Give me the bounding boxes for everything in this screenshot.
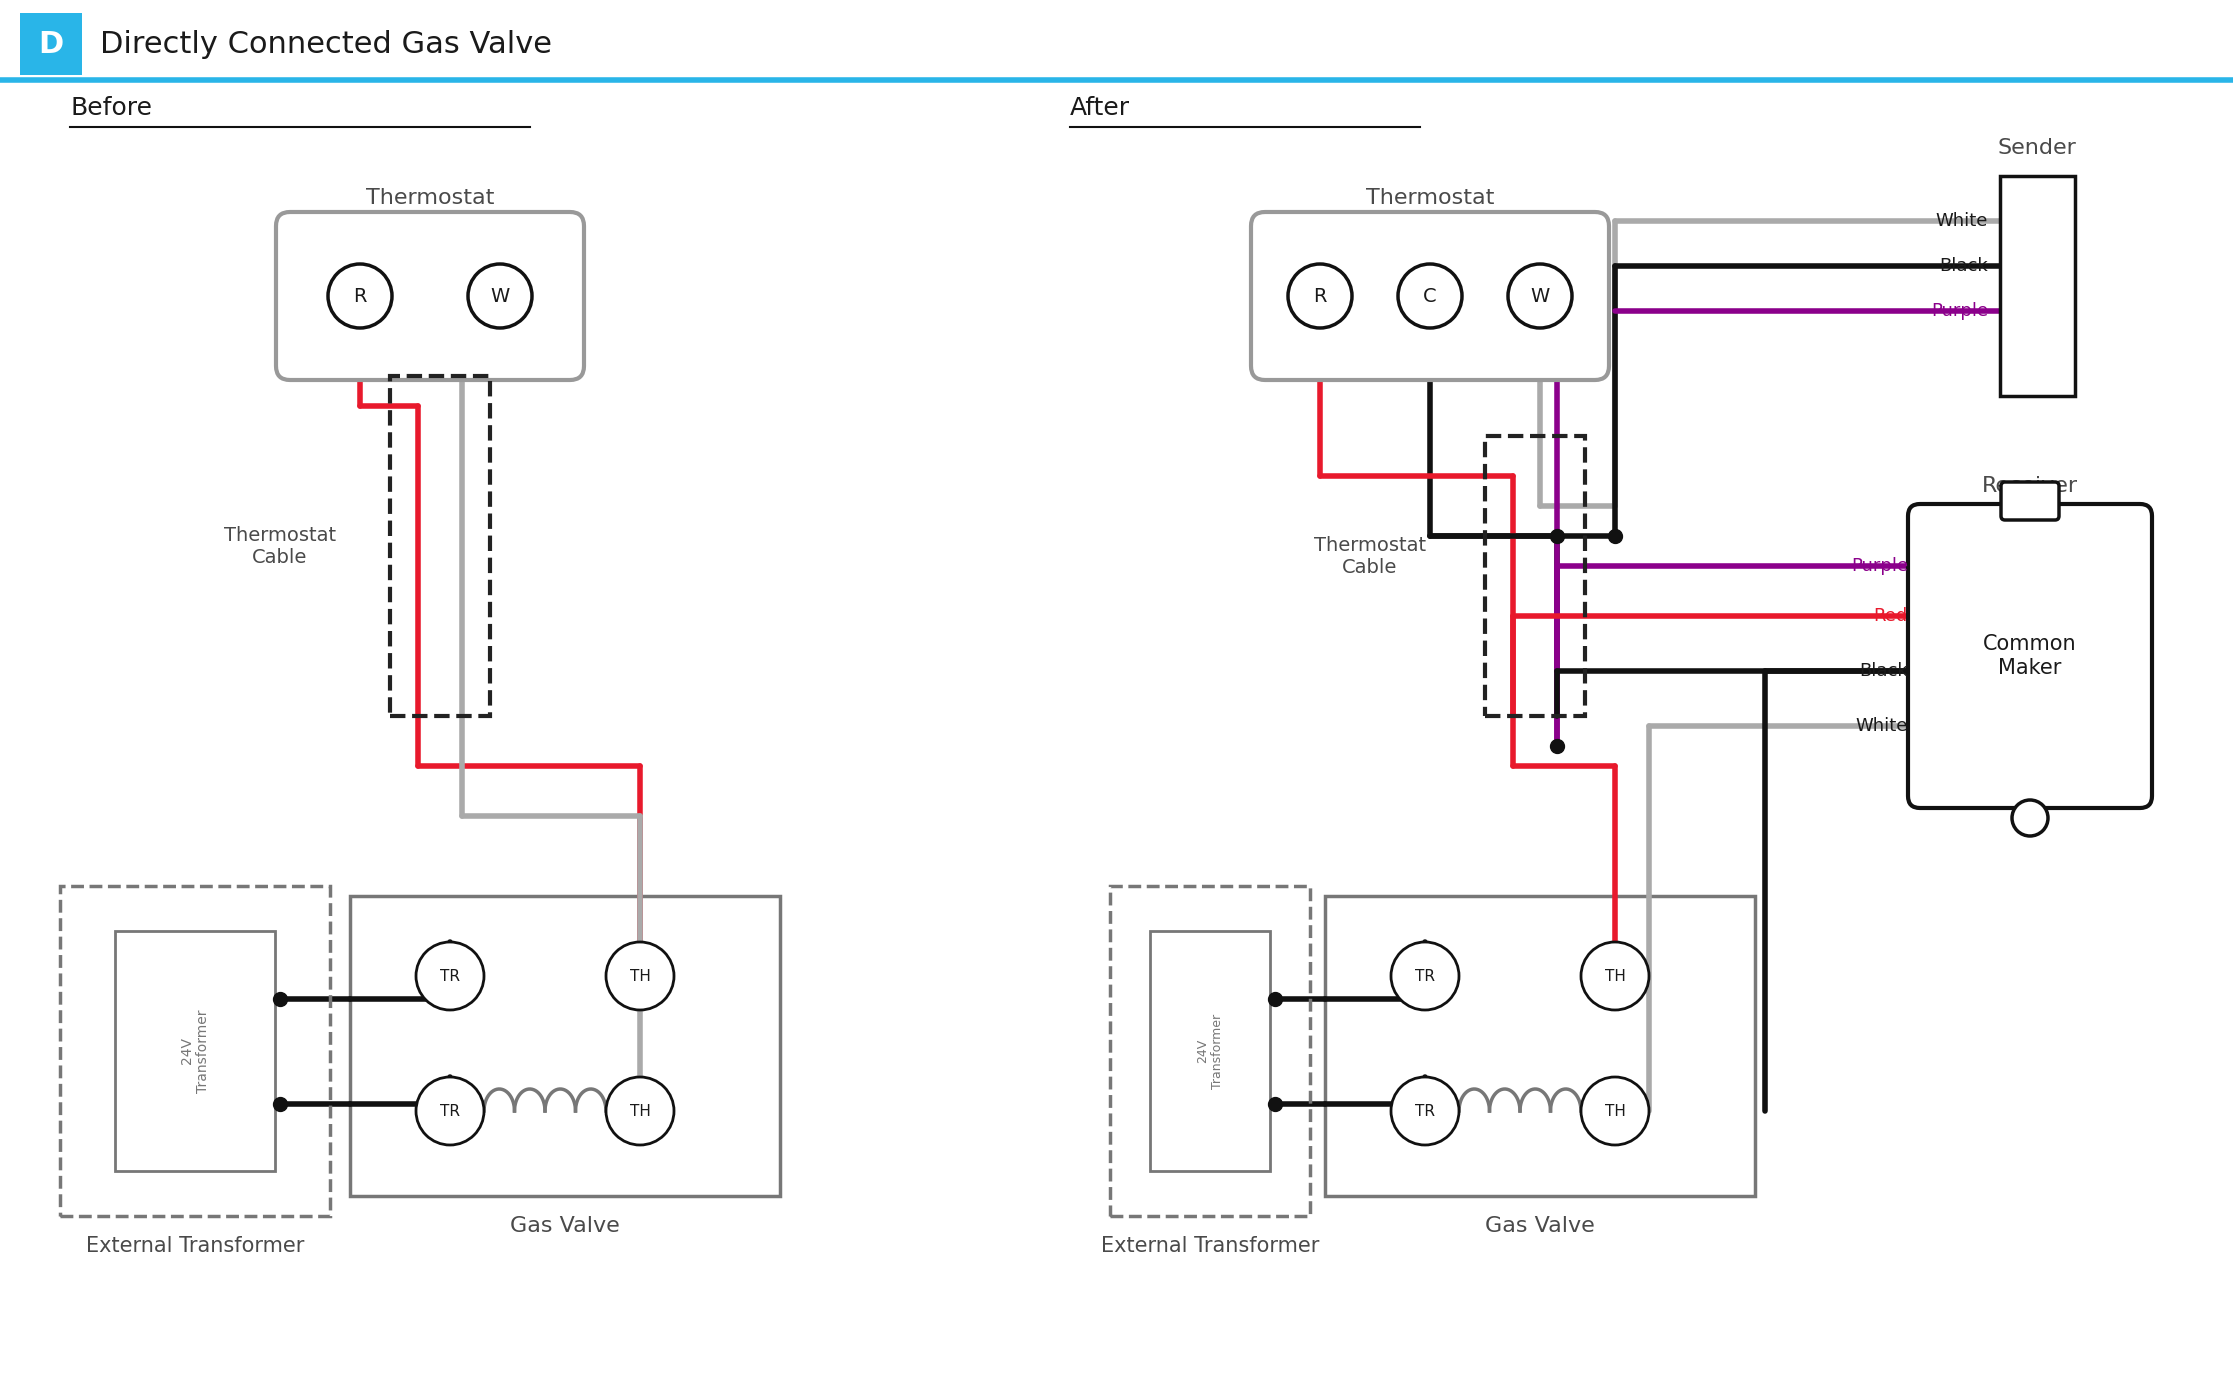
FancyBboxPatch shape (2001, 176, 2074, 396)
Text: TR: TR (1416, 1104, 1436, 1119)
Text: Black: Black (1860, 662, 1907, 680)
Text: TH: TH (630, 969, 650, 984)
Text: 24V
Transformer: 24V Transformer (181, 1009, 210, 1093)
Circle shape (415, 1077, 485, 1145)
Circle shape (1288, 264, 1351, 327)
Text: Red: Red (1873, 607, 1907, 625)
Text: Gas Valve: Gas Valve (509, 1216, 621, 1236)
Circle shape (415, 943, 485, 1010)
Text: TH: TH (630, 1104, 650, 1119)
Text: Receiver: Receiver (1983, 476, 2079, 495)
Text: Thermostat: Thermostat (1367, 189, 1494, 208)
Text: External Transformer: External Transformer (85, 1236, 304, 1256)
FancyBboxPatch shape (1150, 932, 1271, 1171)
Text: Thermostat: Thermostat (366, 189, 493, 208)
Text: After: After (1070, 96, 1130, 120)
Circle shape (1398, 264, 1463, 327)
Text: Black: Black (1938, 257, 1987, 275)
Circle shape (328, 264, 393, 327)
FancyBboxPatch shape (1907, 504, 2153, 808)
Text: White: White (1936, 212, 1987, 230)
FancyBboxPatch shape (20, 12, 83, 76)
Circle shape (1391, 1077, 1458, 1145)
Text: Common
Maker: Common Maker (1983, 634, 2077, 677)
Text: C: C (1422, 286, 1436, 305)
FancyBboxPatch shape (1250, 212, 1610, 380)
Text: 24V
Transformer: 24V Transformer (1197, 1014, 1224, 1088)
Text: R: R (353, 286, 366, 305)
Text: W: W (1530, 286, 1550, 305)
Text: Gas Valve: Gas Valve (1485, 1216, 1594, 1236)
Text: Thermostat
Cable: Thermostat Cable (223, 526, 335, 567)
FancyBboxPatch shape (351, 896, 779, 1196)
Text: External Transformer: External Transformer (1101, 1236, 1320, 1256)
Circle shape (469, 264, 531, 327)
Text: Purple: Purple (1932, 301, 1987, 321)
FancyBboxPatch shape (1324, 896, 1755, 1196)
Text: Directly Connected Gas Valve: Directly Connected Gas Valve (100, 29, 552, 59)
Text: TR: TR (440, 969, 460, 984)
Circle shape (1507, 264, 1572, 327)
FancyBboxPatch shape (277, 212, 585, 380)
Text: Sender: Sender (1999, 138, 2077, 158)
FancyBboxPatch shape (116, 932, 275, 1171)
Text: R: R (1313, 286, 1326, 305)
Circle shape (2012, 799, 2048, 837)
Text: Thermostat
Cable: Thermostat Cable (1313, 535, 1427, 577)
Text: TR: TR (440, 1104, 460, 1119)
Circle shape (1581, 943, 1648, 1010)
Circle shape (1391, 943, 1458, 1010)
Text: Purple: Purple (1851, 557, 1907, 575)
Text: TR: TR (1416, 969, 1436, 984)
Circle shape (1581, 1077, 1648, 1145)
Text: TH: TH (1606, 1104, 1626, 1119)
Text: D: D (38, 29, 63, 59)
Text: White: White (1856, 717, 1907, 735)
FancyBboxPatch shape (2001, 482, 2059, 520)
Text: Before: Before (69, 96, 152, 120)
Text: TH: TH (1606, 969, 1626, 984)
Circle shape (605, 1077, 674, 1145)
Circle shape (605, 943, 674, 1010)
Text: W: W (491, 286, 509, 305)
